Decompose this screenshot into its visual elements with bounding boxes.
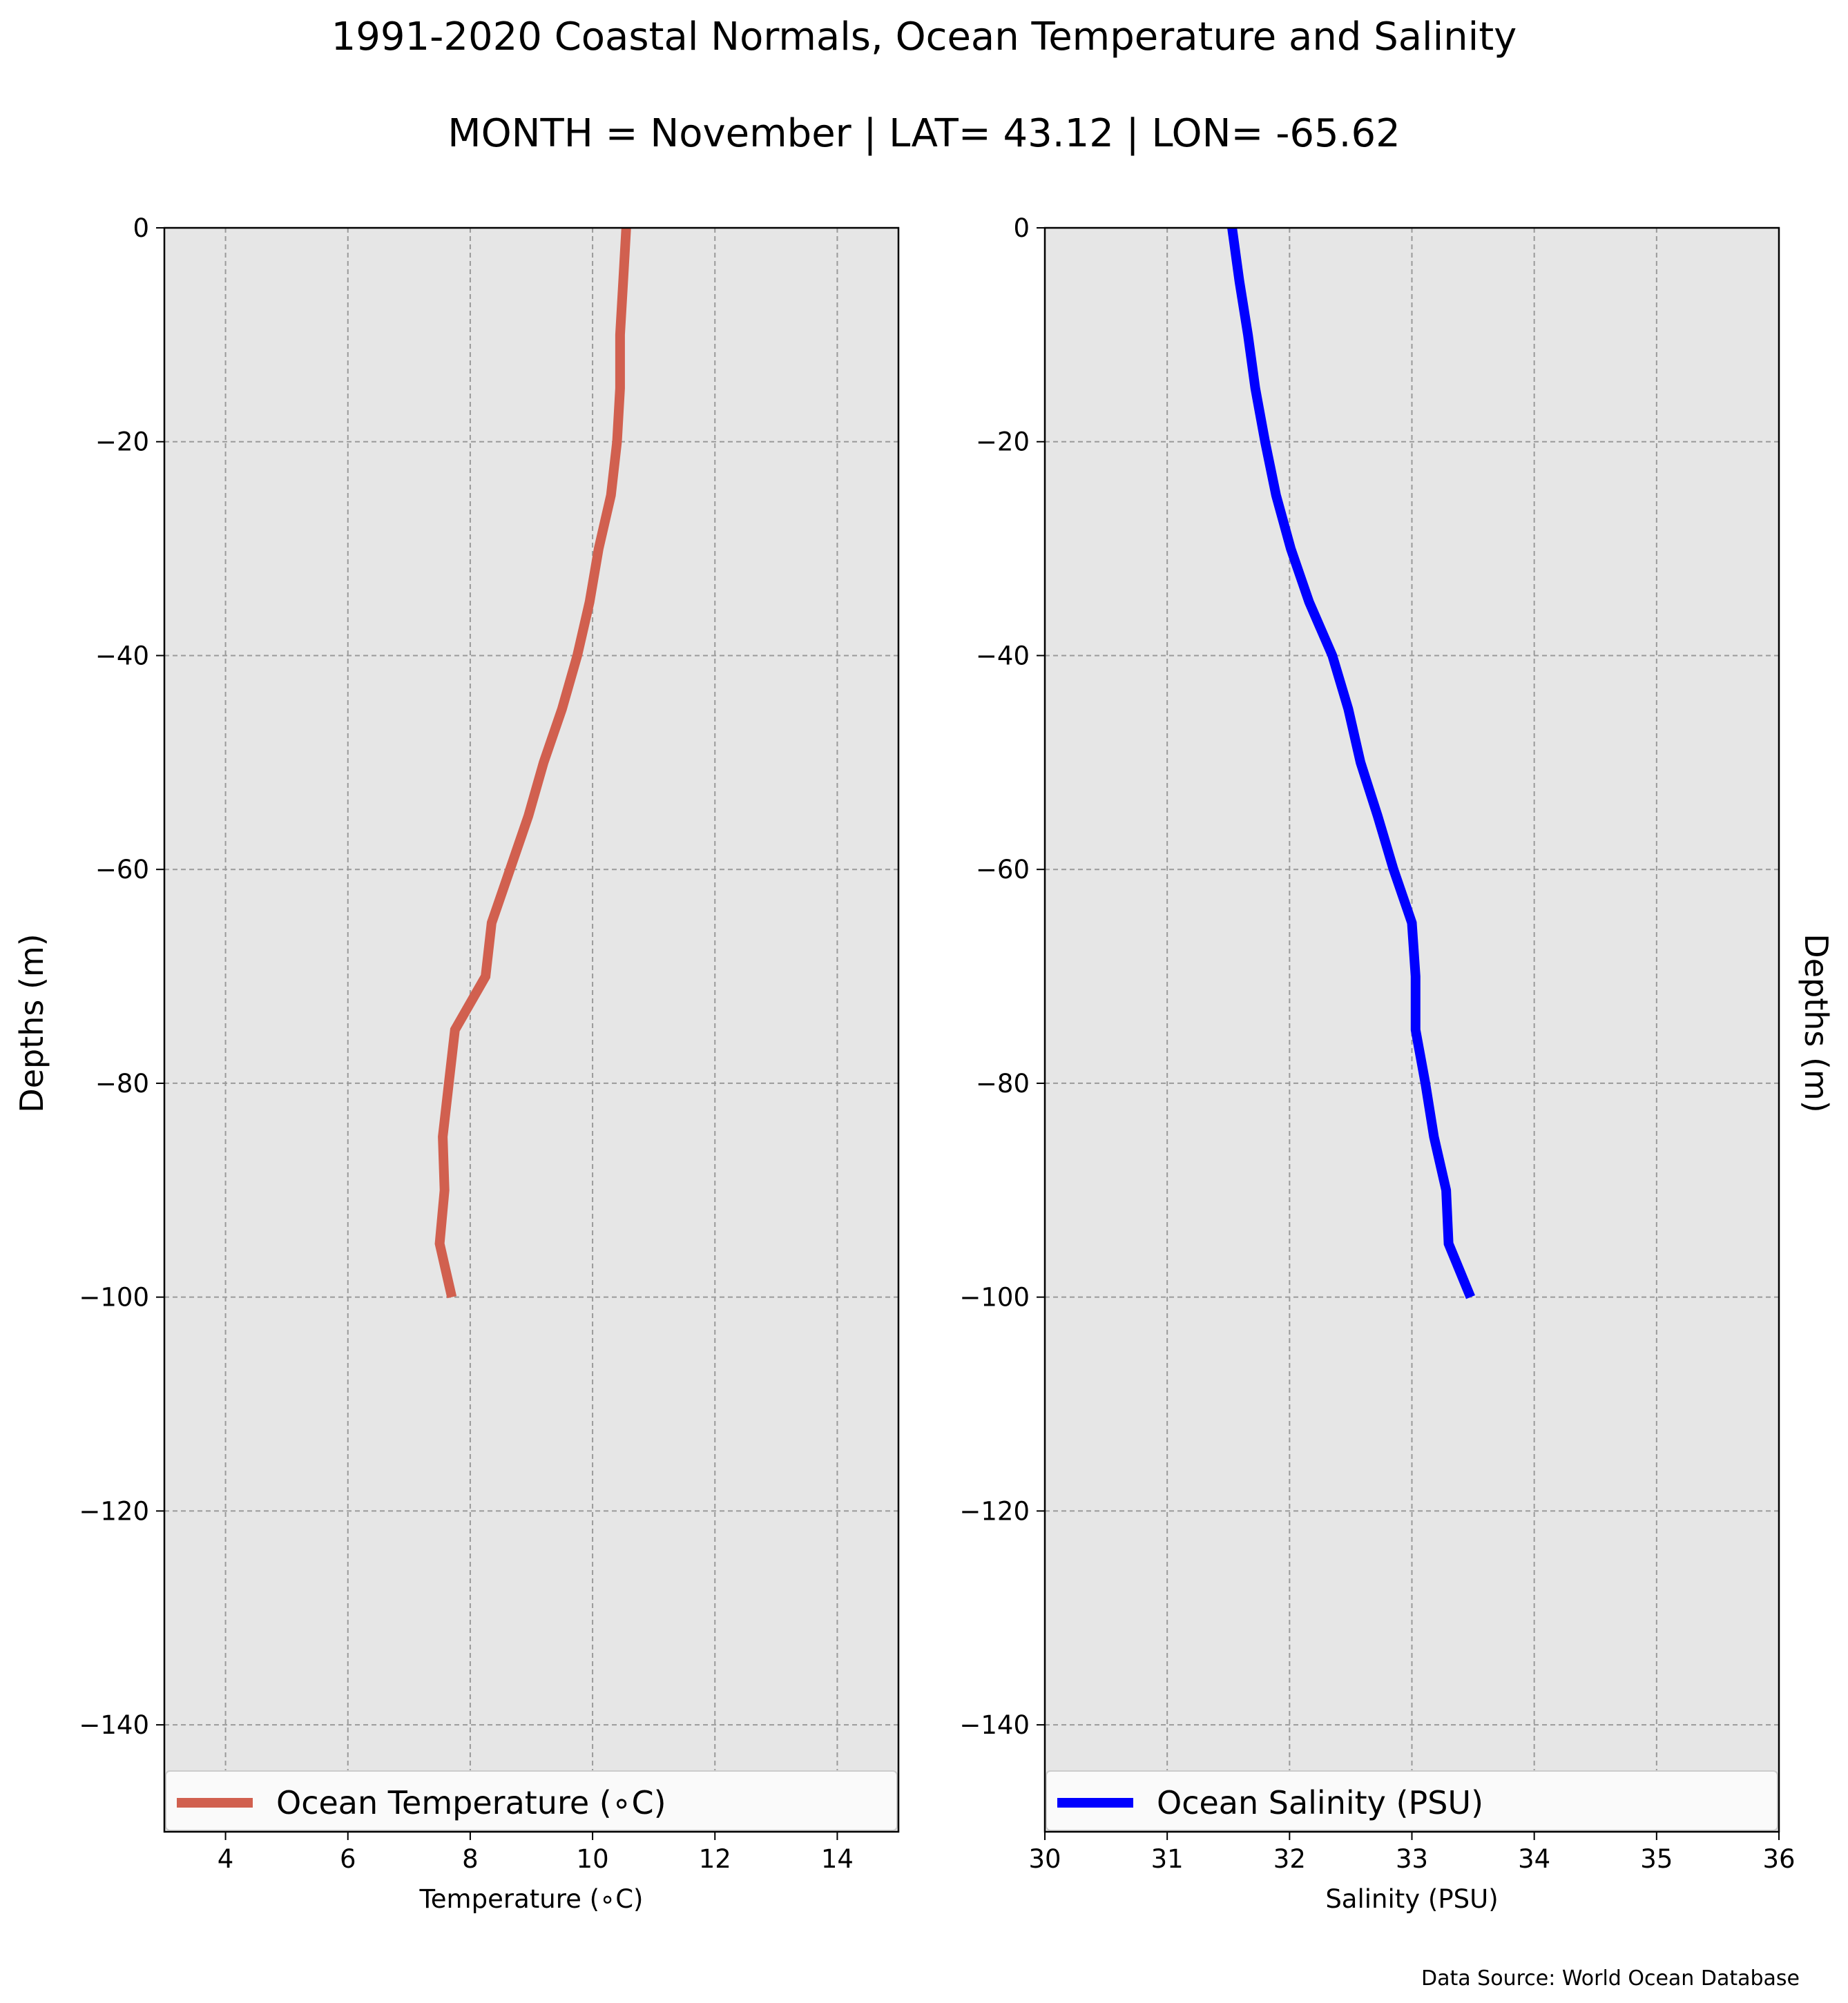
temp-y-tick-label: −100 [79,1283,149,1313]
temp-x-axis-label: Temperature (∘C) [418,1884,643,1914]
sal-y-tick-label: −100 [959,1283,1030,1313]
sal-x-tick-label: 33 [1396,1844,1428,1874]
temp-y-tick-label: −60 [95,855,149,884]
temp-x-tick-label: 4 [218,1844,234,1874]
temp-x-tick-label: 10 [577,1844,609,1874]
sal-x-tick-label: 30 [1028,1844,1061,1874]
temp-x-tick-label: 14 [821,1844,854,1874]
temp-y-tick-label: 0 [133,213,149,243]
temp-y-tick-label: −140 [79,1710,149,1740]
sal-y-tick-label: −20 [976,427,1030,457]
temp-y-tick-label: −40 [95,641,149,670]
salinity-panel: Ocean Salinity (PSU) 30 31 32 33 34 35 36 0 −20 −4… [959,213,1795,1914]
sal-y-tick-label: −140 [959,1710,1030,1740]
sal-x-tick-label: 32 [1273,1844,1306,1874]
sal-legend-box [1046,1770,1778,1831]
temp-legend: Ocean Temperature (∘C) [165,1770,898,1831]
temp-y-tick-label: −120 [79,1496,149,1526]
sal-x-tick-label: 34 [1518,1844,1550,1874]
temp-series-line [434,227,631,1299]
temp-y-tick-label: −20 [95,427,149,457]
right-y-axis-label: Depths (m) [1798,933,1835,1112]
temperature-panel: Ocean Temperature (∘C) 4 6 8 10 12 14 0 −20 −40 −6… [79,213,900,1914]
temp-plot-background [164,228,898,1832]
left-y-axis-label: Depths (m) [13,933,50,1112]
chart-title: 1991-2020 Coastal Normals, Ocean Tempera… [331,14,1517,59]
temp-x-tick-label: 6 [340,1844,356,1874]
sal-y-tick-label: −60 [976,855,1030,884]
sal-series-line [1227,227,1475,1299]
sal-y-tick-label: −120 [959,1496,1030,1526]
temp-legend-box [165,1770,898,1831]
temp-x-tick-label: 12 [699,1844,731,1874]
chart-subtitle: MONTH = November | LAT= 43.12 | LON= -65… [447,111,1401,156]
sal-x-tick-label: 35 [1640,1844,1673,1874]
temp-legend-label: Ocean Temperature (∘C) [276,1784,666,1821]
sal-x-axis-label: Salinity (PSU) [1325,1884,1498,1914]
sal-y-tick-label: −80 [976,1069,1030,1099]
temp-x-tick-label: 8 [462,1844,479,1874]
sal-x-tick-label: 31 [1151,1844,1184,1874]
sal-legend-label: Ocean Salinity (PSU) [1157,1784,1483,1821]
sal-legend: Ocean Salinity (PSU) [1046,1770,1778,1831]
temp-axes-frame [163,226,900,1833]
temp-y-tick-label: −80 [95,1069,149,1099]
sal-y-tick-label: −40 [976,641,1030,670]
data-source-note: Data Source: World Ocean Database [1421,1966,1800,1991]
sal-x-tick-label: 36 [1762,1844,1795,1874]
sal-y-tick-label: 0 [1013,213,1030,243]
